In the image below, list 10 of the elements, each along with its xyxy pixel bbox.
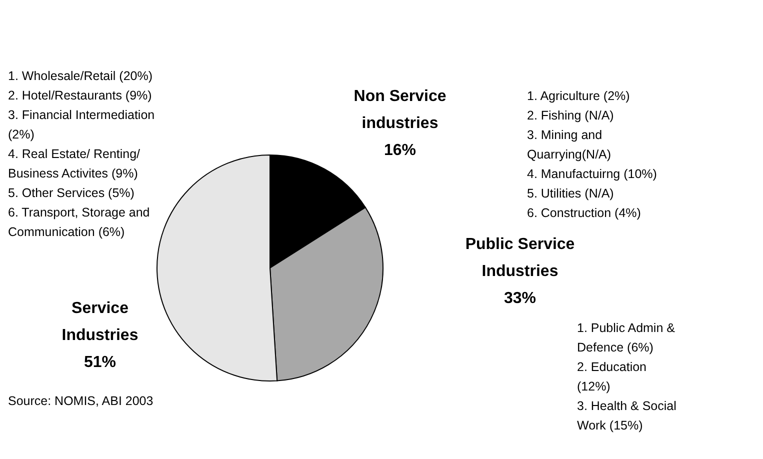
text: 1. Agriculture (2%) 2. Fishing (N/A) 3. Mining and Quarrying(N/A) 4. Manufactuirng (10%) 5. Utilities (N/A) 6. Construction (4%) (527, 89, 657, 220)
text: 1. Public Admin & Defence (6%) 2. Education (12%) 3. Health & Social Work (15%) (577, 321, 676, 432)
data-label: 51% (84, 354, 116, 371)
data-label: 33% (504, 290, 536, 307)
slice-label: Service Industries (62, 300, 138, 344)
slice-label: Public Service Industries (465, 236, 575, 280)
data-label: 16% (384, 142, 416, 159)
slice-label: Non Service industries (354, 88, 446, 132)
text: 1. Wholesale/Retail (20%) 2. Hotel/Restaurants (9%) 3. Financial Intermediation (2%) 4. Real Estate/ Renting/ Business Activites (9%) 5. Other Services (5%) 6. Transport, Storage and Communication (6%) (8, 69, 155, 239)
source-note: Source: NOMIS, ABI 2003 (8, 394, 154, 408)
